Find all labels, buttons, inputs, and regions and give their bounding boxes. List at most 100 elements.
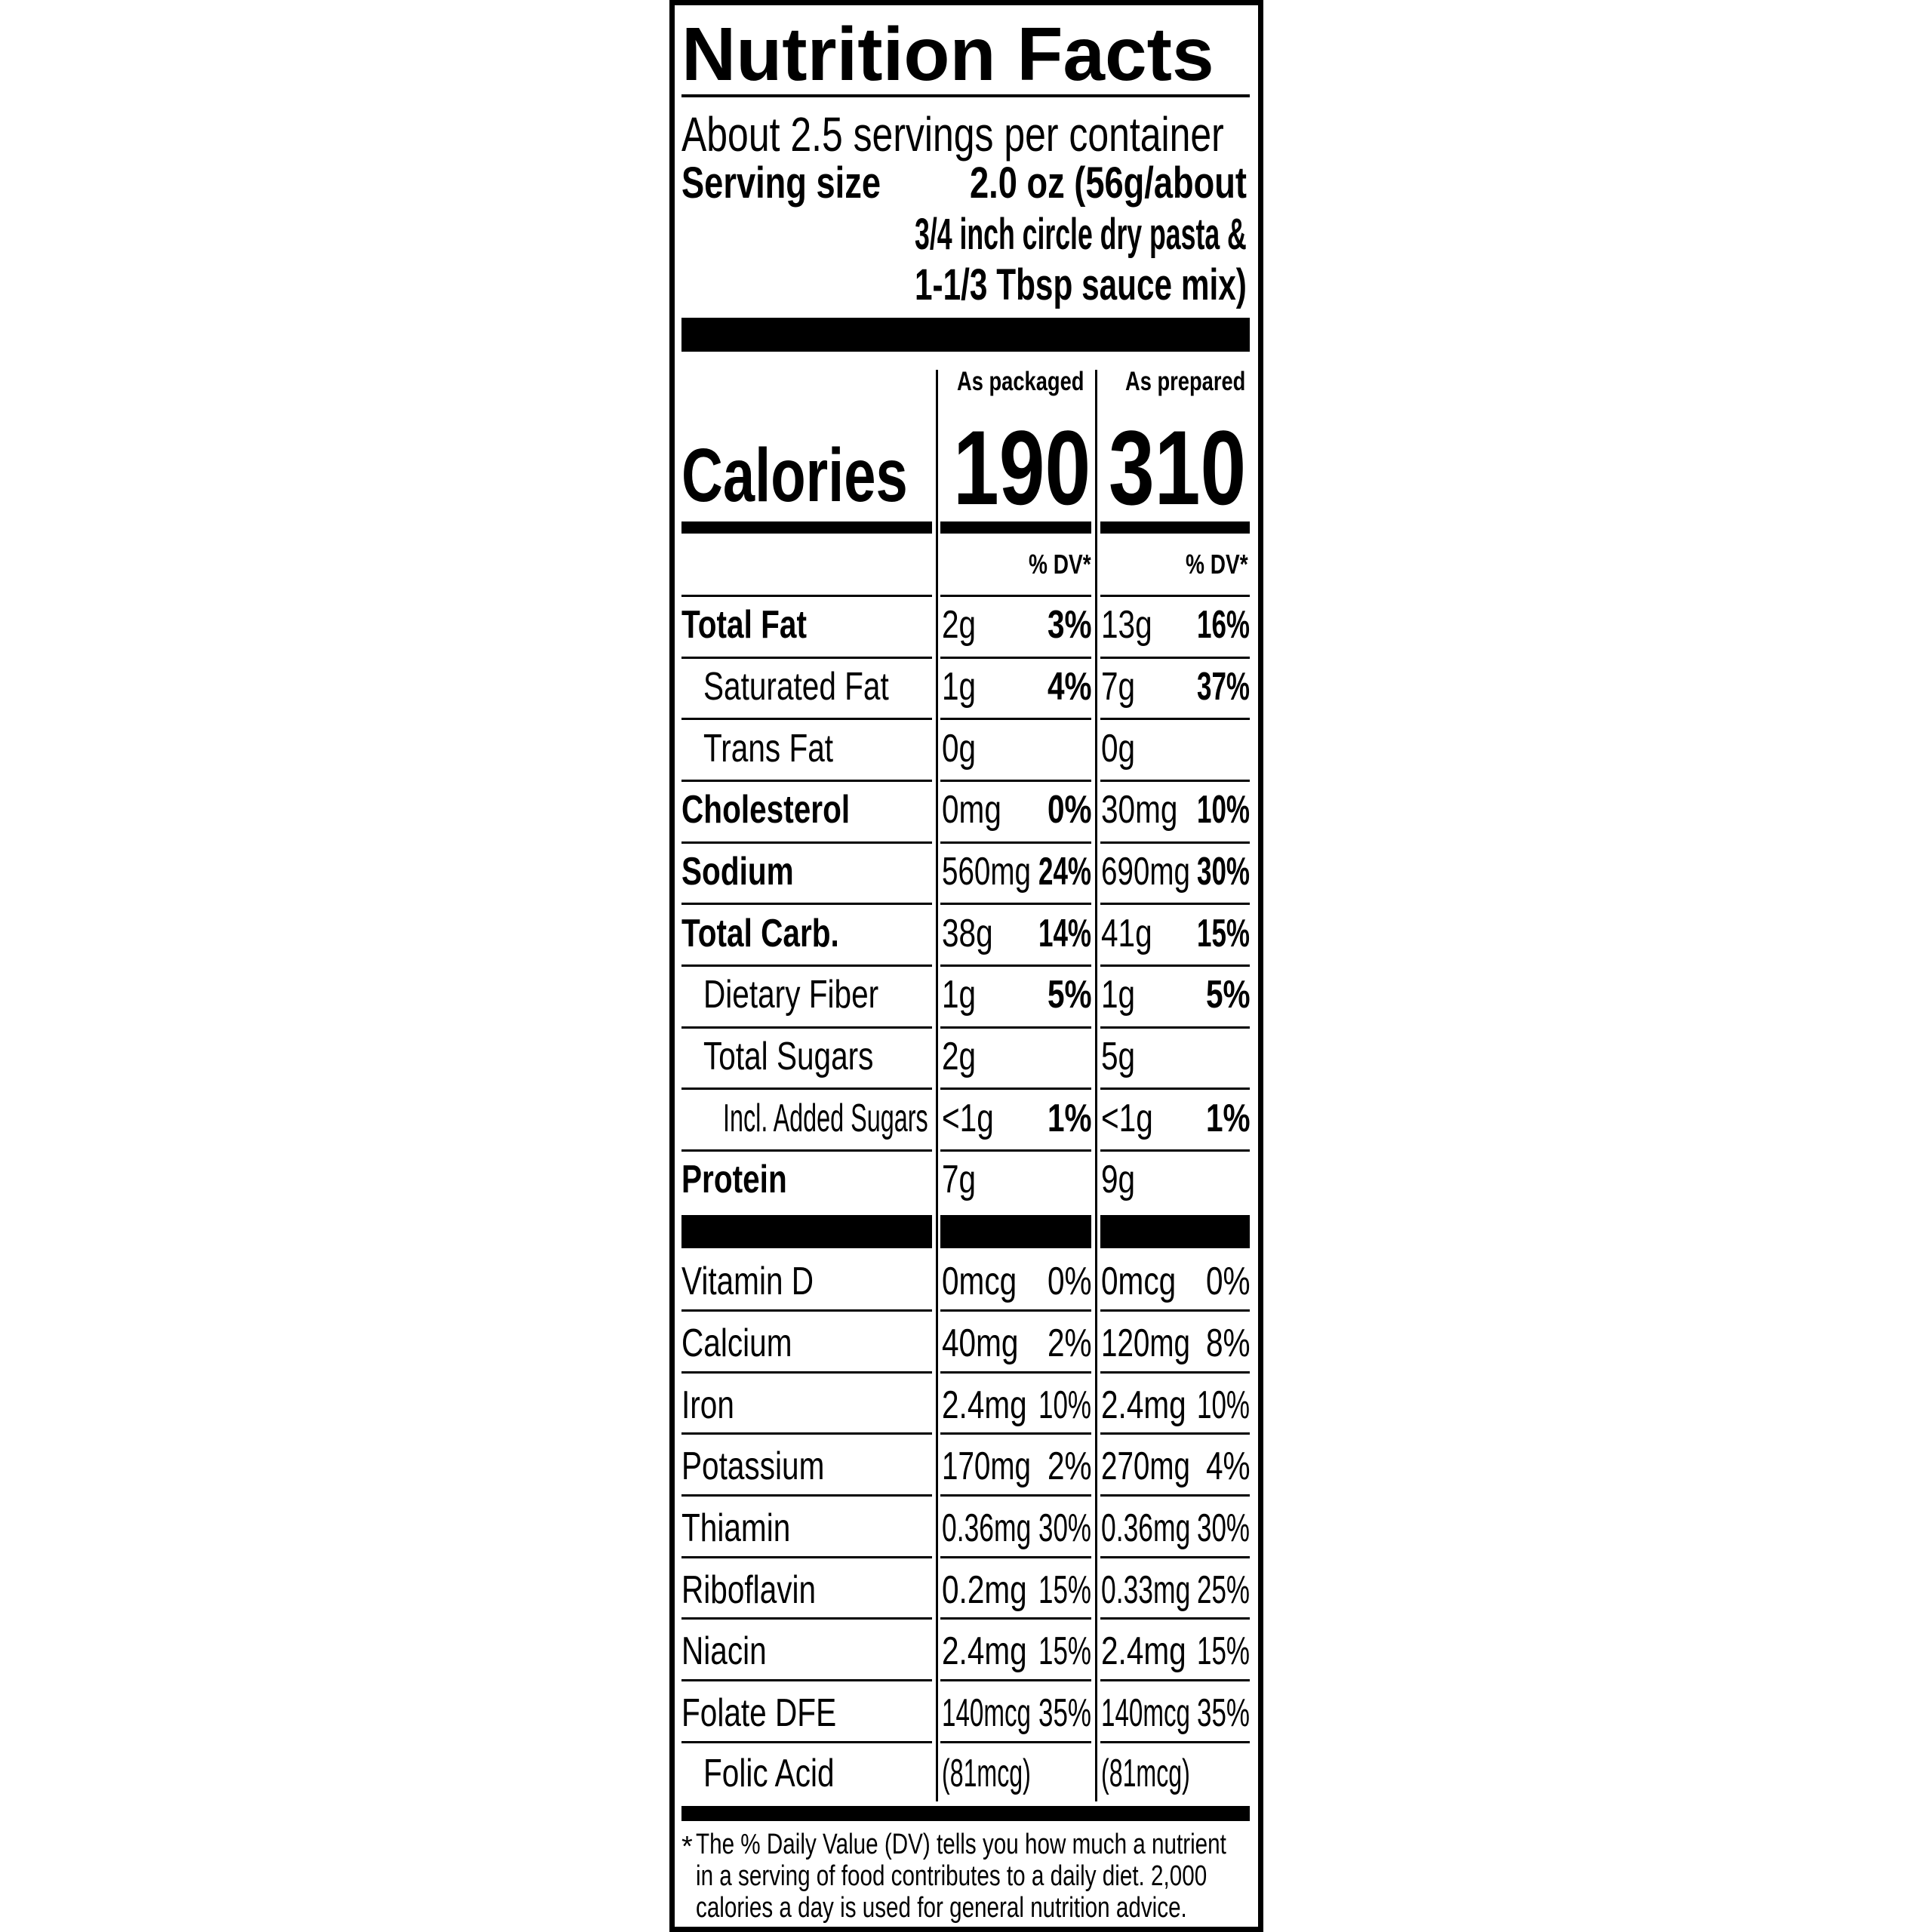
nutrient-name: Folate DFE [681, 1694, 836, 1733]
prepared-dv: 10% [1197, 1386, 1250, 1425]
packaged-dv: 5% [1048, 975, 1092, 1014]
prepared-dv: 4% [1206, 1447, 1251, 1486]
row-divider [1100, 1309, 1250, 1312]
row-divider [1100, 1617, 1250, 1620]
row-divider [681, 1149, 932, 1152]
nutrient-name: Sodium [681, 852, 794, 891]
nutrient-name: Incl. Added Sugars [723, 1099, 928, 1138]
row-divider [681, 1432, 932, 1435]
prepared-amount: 120mg [1101, 1324, 1190, 1363]
packaged-dv: 15% [1038, 1632, 1091, 1671]
prepared-dv-text: 37% [1197, 665, 1251, 709]
nutrient-name: Thiamin [681, 1509, 790, 1548]
prepared-dv-text: 25% [1197, 1567, 1251, 1612]
row-divider [940, 1617, 1091, 1620]
prepared-dv-text: 35% [1197, 1690, 1251, 1735]
packaged-amount: 170mg [942, 1447, 1031, 1486]
prepared-amount-text: 1g [1101, 973, 1136, 1017]
nutrient-name-text: Riboflavin [681, 1567, 817, 1612]
packaged-amount: 2.4mg [942, 1386, 1027, 1425]
prepared-amount-text: 120mg [1101, 1321, 1190, 1366]
serving-size-line: 2.0 oz (56g/about [970, 162, 1247, 205]
packaged-dv-text: 15% [1038, 1629, 1092, 1674]
prepared-amount: 0.36mg [1101, 1509, 1190, 1548]
packaged-amount: 2g [942, 1037, 976, 1076]
row-divider [940, 964, 1091, 967]
calories-divider [681, 521, 932, 534]
prepared-amount-text: 5g [1101, 1034, 1136, 1078]
calories-divider [940, 521, 1091, 534]
row-divider [940, 779, 1091, 782]
nutrient-name: Cholesterol [681, 790, 850, 829]
packaged-amount-text: 0mcg [942, 1260, 1017, 1304]
packaged-dv: 14% [1038, 914, 1091, 953]
prepared-amount: 41g [1101, 914, 1152, 953]
title-divider [681, 94, 1250, 97]
footnote-line: calories a day is used for general nutri… [696, 1894, 1187, 1922]
packaged-amount: 0.2mg [942, 1571, 1027, 1610]
prepared-dv-text: 0% [1205, 1260, 1251, 1304]
dv-header-prepared-text: % DV* [1186, 549, 1249, 580]
packaged-dv-text: 0% [1047, 1260, 1092, 1304]
nutrient-name: Vitamin D [681, 1262, 814, 1301]
prepared-amount: 0g [1101, 729, 1135, 768]
packaged-amount-text: 2g [942, 603, 977, 648]
serving-size-line-text: 3/4 inch circle dry pasta & [915, 210, 1247, 259]
packaged-amount-text: 170mg [942, 1444, 1031, 1489]
row-divider [940, 1678, 1091, 1681]
prepared-amount: 7g [1101, 667, 1135, 706]
prepared-amount-text: 13g [1101, 603, 1152, 648]
row-divider [681, 779, 932, 782]
packaged-amount: 1g [942, 975, 976, 1014]
nutrient-name-text: Potassium [681, 1444, 825, 1489]
prepared-amount-text: 0.33mg [1101, 1567, 1191, 1612]
packaged-dv: 15% [1038, 1571, 1091, 1610]
thick-divider [681, 318, 1250, 352]
servings-per-container-text: About 2.5 servings per container [681, 107, 1224, 162]
packaged-amount-text: 140mcg [942, 1690, 1031, 1735]
packaged-amount: 140mcg [942, 1694, 1031, 1733]
packaged-dv-text: 2% [1047, 1321, 1092, 1366]
prepared-dv-text: 1% [1205, 1096, 1251, 1140]
column-header-packaged: As packaged [957, 368, 1084, 395]
packaged-amount: 2g [942, 605, 976, 645]
packaged-amount-text: (81mcg) [942, 1752, 1031, 1796]
packaged-dv: 10% [1038, 1386, 1091, 1425]
calories-label-text: Calories [681, 433, 908, 518]
serving-size-line-text: 2.0 oz (56g/about [969, 158, 1247, 208]
prepared-amount-text: (81mcg) [1101, 1752, 1190, 1796]
packaged-dv-text: 15% [1038, 1567, 1092, 1612]
row-divider [1100, 1678, 1250, 1681]
column-header-prepared-text: As prepared [1124, 367, 1246, 396]
label-title: Nutrition Facts [681, 17, 1214, 92]
prepared-amount-text: 0.36mg [1101, 1506, 1191, 1550]
column-header-prepared: As prepared [1125, 368, 1245, 395]
row-divider [940, 1149, 1091, 1152]
row-divider [1100, 1432, 1250, 1435]
nutrient-name: Saturated Fat [703, 667, 889, 706]
packaged-amount-text: 2.4mg [942, 1629, 1027, 1674]
prepared-dv: 15% [1197, 1632, 1250, 1671]
prepared-dv: 30% [1197, 1509, 1250, 1548]
prepared-amount: 140mcg [1101, 1694, 1190, 1733]
thick-divider-vitamins [1100, 1215, 1250, 1248]
row-divider [940, 1309, 1091, 1312]
row-divider [940, 1026, 1091, 1029]
packaged-dv-text: 0% [1047, 788, 1092, 832]
prepared-amount: 2.4mg [1101, 1632, 1186, 1671]
packaged-dv-text: 10% [1038, 1383, 1092, 1427]
prepared-amount-text: 270mg [1101, 1444, 1190, 1489]
prepared-amount: 30mg [1101, 790, 1177, 829]
row-divider [1100, 841, 1250, 844]
row-divider [940, 1432, 1091, 1435]
prepared-dv: 8% [1206, 1324, 1251, 1363]
prepared-amount: 0.33mg [1101, 1571, 1190, 1610]
packaged-dv-text: 1% [1047, 1096, 1092, 1140]
packaged-amount-text: 0.2mg [942, 1567, 1027, 1612]
prepared-amount-text: <1g [1101, 1096, 1153, 1140]
footnote-marker-text: * [681, 1831, 693, 1863]
nutrient-name-text: Calcium [681, 1321, 792, 1366]
nutrient-name: Folic Acid [703, 1754, 835, 1793]
packaged-dv: 0% [1048, 1262, 1092, 1301]
prepared-amount: (81mcg) [1101, 1754, 1190, 1793]
